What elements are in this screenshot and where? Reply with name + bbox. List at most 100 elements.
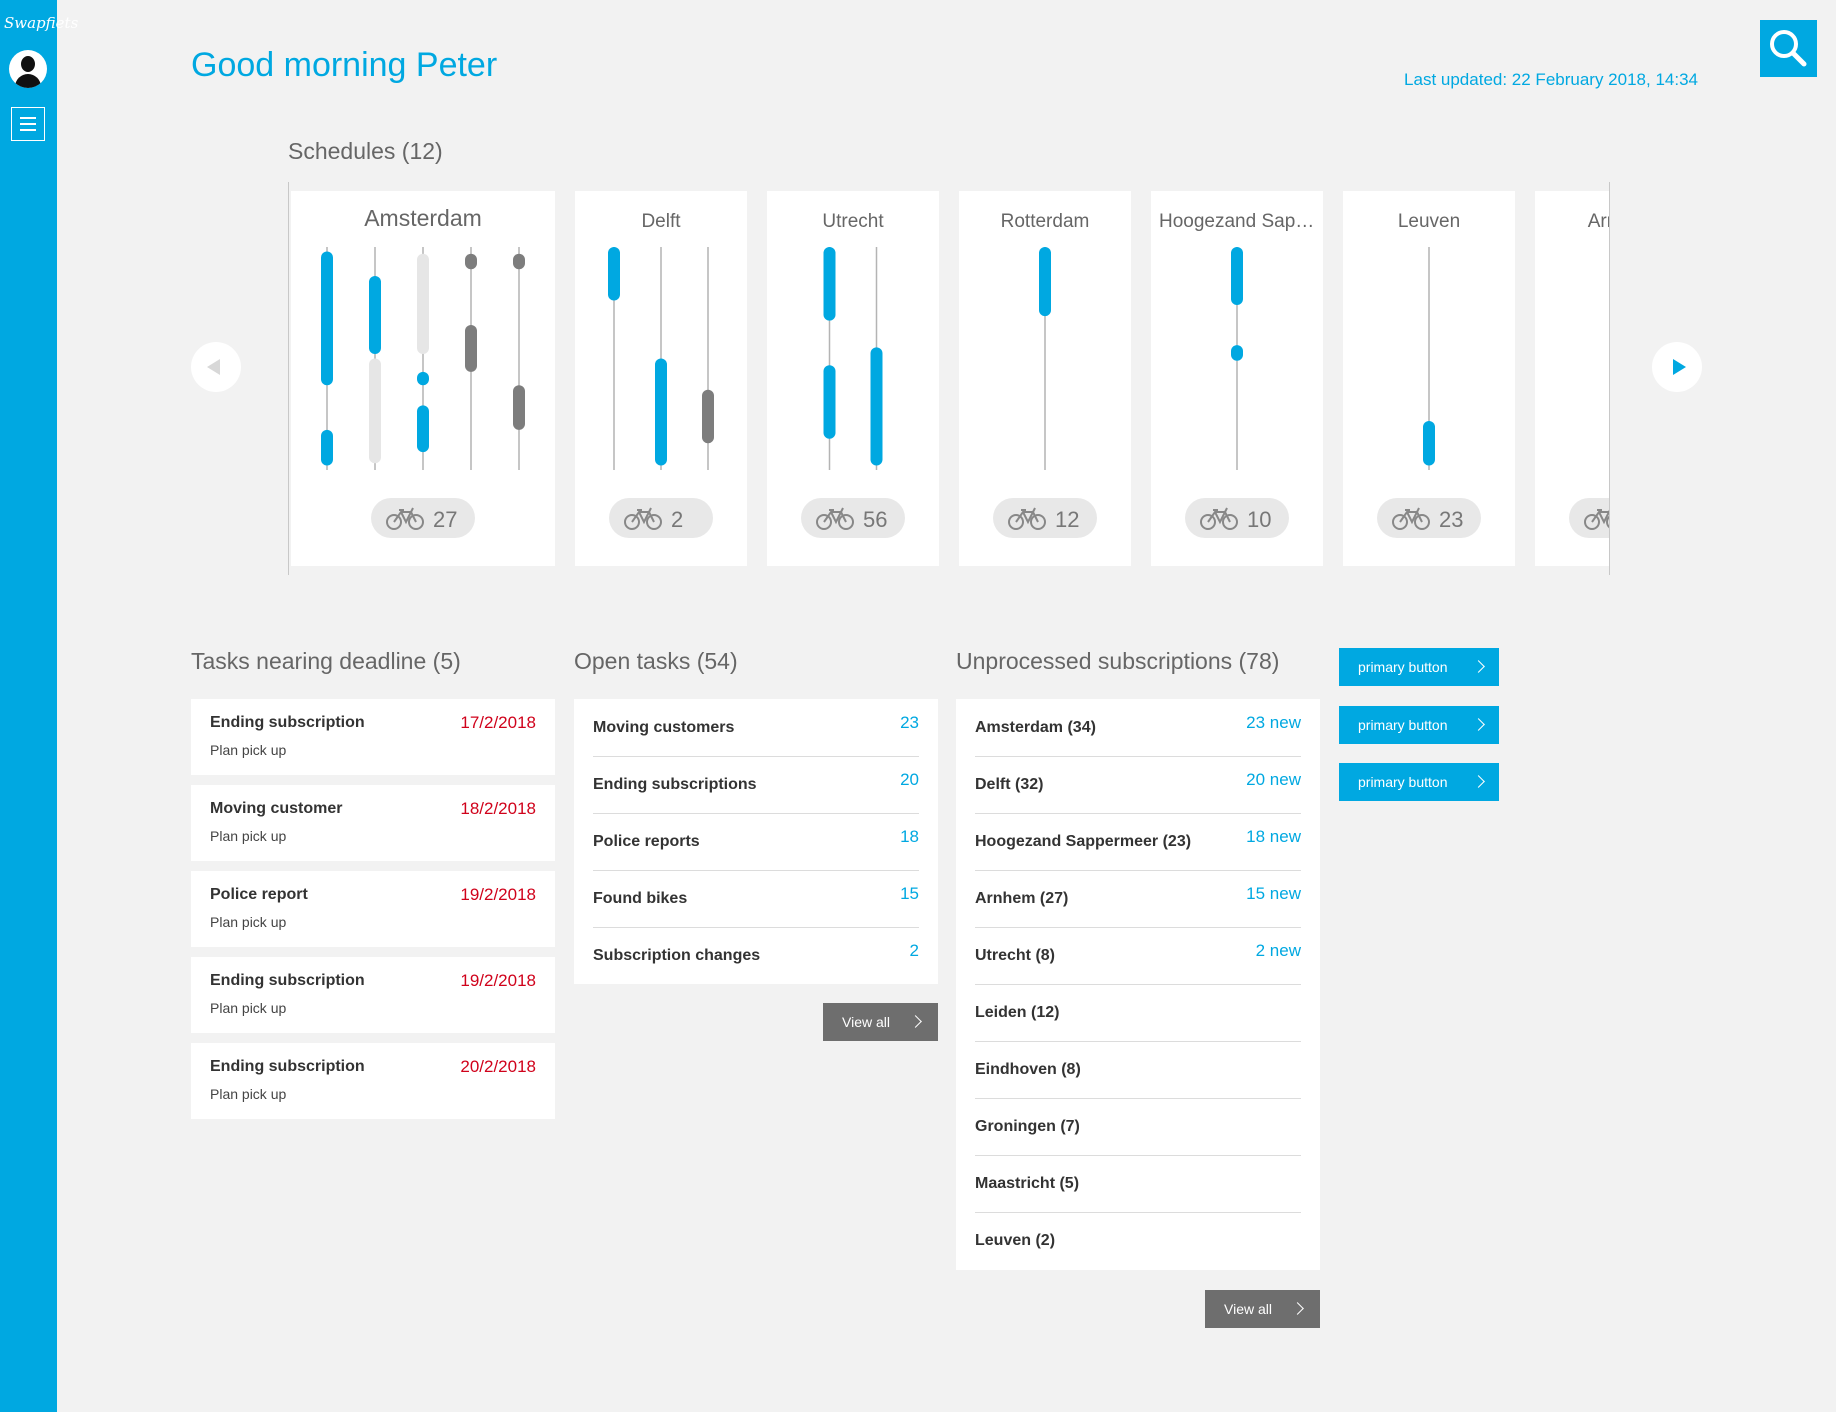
- deadline-task-subtitle: Plan pick up: [210, 828, 287, 844]
- schedule-card[interactable]: Hoogezand Sappermeer 10: [1151, 191, 1323, 566]
- subscription-row[interactable]: Leiden (12): [975, 984, 1301, 1042]
- schedule-slot[interactable]: [823, 365, 836, 439]
- schedule-card[interactable]: Arnhem: [1535, 191, 1609, 566]
- subscription-row-value: 18 new: [1246, 827, 1301, 846]
- subscription-row[interactable]: Groningen (7): [975, 1098, 1301, 1156]
- schedule-slot[interactable]: [1423, 420, 1435, 466]
- bike-count-badge[interactable]: 10: [1185, 498, 1289, 538]
- deadline-task[interactable]: Ending subscription Plan pick up 19/2/2018: [191, 957, 555, 1033]
- subscription-row-value: 20 new: [1246, 770, 1301, 789]
- chevron-right-icon: [1472, 660, 1485, 673]
- open-task-row-label: Subscription changes: [593, 947, 761, 964]
- hamburger-menu-icon[interactable]: [11, 107, 45, 141]
- bike-count-badge[interactable]: 56: [801, 498, 905, 538]
- brand-logo[interactable]: Swapfiets: [4, 14, 79, 32]
- search-button[interactable]: [1760, 20, 1817, 77]
- schedule-slot[interactable]: [417, 253, 429, 355]
- open-task-row-value: 20: [900, 770, 919, 789]
- deadline-task-title: Moving customer: [210, 800, 343, 817]
- bicycle-icon: [1392, 507, 1430, 530]
- deadline-task[interactable]: Ending subscription Plan pick up 17/2/2018: [191, 699, 555, 775]
- view-all-label: View all: [842, 1014, 890, 1030]
- deadline-task-subtitle: Plan pick up: [210, 1086, 287, 1102]
- schedule-slot[interactable]: [608, 247, 620, 301]
- bike-count-badge[interactable]: 27: [371, 498, 475, 538]
- schedules-prev-button[interactable]: [191, 342, 241, 392]
- bike-count-badge[interactable]: [1569, 498, 1609, 538]
- open-task-row-value: 18: [900, 827, 919, 846]
- schedule-slot[interactable]: [321, 251, 333, 386]
- deadline-task-date: 20/2/2018: [460, 1057, 536, 1076]
- primary-button[interactable]: primary button: [1339, 648, 1499, 686]
- bike-count-badge[interactable]: 12: [993, 498, 1097, 538]
- schedules-carousel[interactable]: Amsterdam 27 Delft 2 Utrecht 56 Rotterdam 12 Hoo…: [288, 182, 1610, 575]
- schedule-card[interactable]: Delft 2: [575, 191, 747, 566]
- subscription-row-label: Hoogezand Sappermeer (23): [975, 833, 1192, 850]
- schedule-slot[interactable]: [702, 389, 714, 444]
- open-task-row[interactable]: Police reports 18: [593, 813, 919, 871]
- schedule-card-title: Utrecht: [822, 211, 884, 232]
- schedule-slot[interactable]: [870, 347, 883, 466]
- bike-count: 2: [671, 507, 684, 532]
- schedule-slot[interactable]: [655, 358, 667, 466]
- bike-count-badge[interactable]: 23: [1377, 498, 1481, 538]
- schedule-card[interactable]: Utrecht 56: [767, 191, 939, 566]
- schedule-card-title: Rotterdam: [1000, 211, 1090, 232]
- schedule-slot[interactable]: [465, 325, 477, 372]
- search-icon: [1770, 30, 1807, 67]
- schedule-slot[interactable]: [513, 253, 525, 270]
- bike-count: 23: [1439, 507, 1464, 532]
- subscription-row-label: Delft (32): [975, 776, 1044, 793]
- open-task-row[interactable]: Ending subscriptions 20: [593, 756, 919, 814]
- bike-count: 10: [1247, 507, 1272, 532]
- subscription-row[interactable]: Delft (32) 20 new: [975, 756, 1301, 814]
- schedule-slot[interactable]: [1231, 345, 1243, 361]
- subscriptions-panel: Amsterdam (34) 23 new Delft (32) 20 new Hoog…: [956, 699, 1320, 1270]
- schedule-slot[interactable]: [369, 275, 381, 355]
- open-task-row[interactable]: Moving customers 23: [593, 699, 919, 757]
- schedule-slot[interactable]: [465, 253, 477, 270]
- schedule-slot[interactable]: [369, 358, 381, 464]
- schedule-slot[interactable]: [823, 247, 836, 321]
- schedule-slot[interactable]: [417, 405, 429, 453]
- schedules-next-button[interactable]: [1652, 342, 1702, 392]
- schedule-slot[interactable]: [1039, 247, 1051, 317]
- schedule-slot[interactable]: [321, 429, 333, 466]
- schedule-card-title: Leuven: [1397, 211, 1461, 232]
- subscription-row[interactable]: Eindhoven (8): [975, 1041, 1301, 1099]
- open-task-row[interactable]: Subscription changes 2: [593, 927, 919, 984]
- bicycle-icon: [386, 507, 424, 530]
- primary-button[interactable]: primary button: [1339, 763, 1499, 801]
- deadline-task[interactable]: Ending subscription Plan pick up 20/2/2018: [191, 1043, 555, 1119]
- subscription-row[interactable]: Amsterdam (34) 23 new: [975, 699, 1301, 757]
- open-tasks-view-all-button[interactable]: View all: [823, 1003, 938, 1041]
- user-avatar-icon[interactable]: [9, 50, 47, 88]
- deadline-task[interactable]: Moving customer Plan pick up 18/2/2018: [191, 785, 555, 861]
- bike-count-badge[interactable]: 2: [609, 498, 713, 538]
- schedule-card[interactable]: Rotterdam 12: [959, 191, 1131, 566]
- subscription-row[interactable]: Hoogezand Sappermeer (23) 18 new: [975, 813, 1301, 871]
- subscription-row[interactable]: Leuven (2): [975, 1212, 1301, 1269]
- subscription-row[interactable]: Arnhem (27) 15 new: [975, 870, 1301, 928]
- open-task-row[interactable]: Found bikes 15: [593, 870, 919, 928]
- schedule-slot[interactable]: [417, 371, 429, 386]
- subscription-row[interactable]: Utrecht (8) 2 new: [975, 927, 1301, 985]
- schedule-card[interactable]: Leuven 23: [1343, 191, 1515, 566]
- schedule-slot[interactable]: [513, 385, 525, 430]
- schedule-card[interactable]: Amsterdam 27: [291, 191, 555, 566]
- deadline-list: Ending subscription Plan pick up 17/2/2018…: [191, 699, 555, 1129]
- subscription-row[interactable]: Maastricht (5): [975, 1155, 1301, 1213]
- subscription-row-label: Leuven (2): [975, 1232, 1056, 1249]
- subscription-row-label: Amsterdam (34): [975, 719, 1096, 736]
- subscriptions-view-all-button[interactable]: View all: [1205, 1290, 1320, 1328]
- deadline-task-date: 18/2/2018: [460, 799, 536, 818]
- deadline-task-subtitle: Plan pick up: [210, 1000, 287, 1016]
- deadline-task[interactable]: Police report Plan pick up 19/2/2018: [191, 871, 555, 947]
- primary-button[interactable]: primary button: [1339, 706, 1499, 744]
- schedule-slot[interactable]: [1231, 247, 1243, 305]
- subscription-row-value: 2 new: [1255, 941, 1301, 960]
- schedule-card-title: Arnhem: [1587, 211, 1609, 232]
- schedule-card-title: Hoogezand Sappermeer: [1159, 211, 1315, 232]
- view-all-label: View all: [1224, 1301, 1272, 1317]
- open-task-row-label: Moving customers: [593, 719, 735, 736]
